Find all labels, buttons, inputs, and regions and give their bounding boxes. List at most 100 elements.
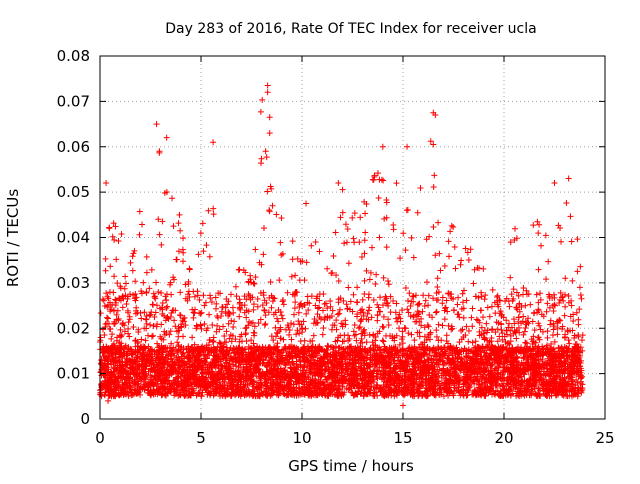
data-point	[144, 254, 150, 260]
data-point	[404, 306, 410, 312]
data-point	[211, 211, 217, 217]
data-point	[270, 337, 276, 343]
data-point	[522, 325, 528, 331]
data-point	[435, 275, 441, 281]
data-point	[545, 335, 551, 341]
data-point	[575, 322, 581, 328]
data-point	[388, 309, 394, 315]
data-point	[362, 210, 368, 216]
data-point	[381, 275, 387, 281]
data-point	[280, 337, 286, 343]
data-point	[492, 310, 498, 316]
data-point	[320, 325, 326, 331]
data-point	[579, 337, 585, 343]
data-point	[311, 333, 317, 339]
data-point	[103, 256, 109, 262]
data-point	[377, 294, 383, 300]
data-point	[551, 308, 557, 314]
data-point	[478, 308, 484, 314]
data-point	[459, 327, 465, 333]
data-point	[435, 220, 441, 226]
data-point	[231, 318, 237, 324]
data-point	[381, 338, 387, 344]
data-point	[173, 256, 179, 262]
data-point	[117, 327, 123, 333]
data-point	[513, 335, 519, 341]
data-point	[536, 323, 542, 329]
x-axis-label: GPS time / hours	[288, 457, 414, 475]
data-point	[534, 292, 540, 298]
data-point	[336, 311, 342, 317]
data-point	[190, 289, 196, 295]
data-point	[198, 230, 204, 236]
data-point	[545, 259, 551, 265]
data-point	[264, 154, 270, 160]
data-point	[391, 226, 397, 232]
data-point	[242, 325, 248, 331]
data-point	[468, 246, 474, 252]
data-point	[354, 284, 360, 290]
data-point	[280, 316, 286, 322]
data-point	[487, 314, 493, 320]
data-point	[115, 238, 121, 244]
data-point	[138, 316, 144, 322]
data-point	[362, 229, 368, 235]
data-point	[279, 312, 285, 318]
data-point	[574, 236, 580, 242]
data-point	[374, 302, 380, 308]
data-point	[108, 336, 114, 342]
data-point	[236, 266, 242, 272]
data-point	[277, 240, 283, 246]
data-point	[468, 315, 474, 321]
data-point	[223, 305, 229, 311]
data-point	[333, 317, 339, 323]
data-point	[153, 310, 159, 316]
data-point	[399, 307, 405, 313]
data-point	[405, 330, 411, 336]
data-point	[189, 334, 195, 340]
data-point	[357, 214, 363, 220]
data-point	[308, 243, 314, 249]
data-point	[203, 242, 209, 248]
data-point	[483, 321, 489, 327]
data-point	[163, 297, 169, 303]
data-point	[569, 278, 575, 284]
data-point	[133, 305, 139, 311]
data-point	[420, 292, 426, 298]
data-point	[569, 239, 575, 245]
data-point	[474, 316, 480, 322]
data-point	[490, 287, 496, 293]
data-point	[259, 97, 265, 103]
data-point	[372, 281, 378, 287]
data-point	[160, 300, 166, 306]
data-point	[258, 160, 264, 166]
data-point	[357, 324, 363, 330]
data-point	[150, 333, 156, 339]
data-point	[331, 253, 337, 259]
data-point	[438, 337, 444, 343]
data-point	[207, 254, 213, 260]
data-point	[361, 291, 367, 297]
chart-title: Day 283 of 2016, Rate Of TEC Index for r…	[165, 21, 536, 37]
data-point	[446, 238, 452, 244]
data-point	[274, 316, 280, 322]
data-point	[447, 228, 453, 234]
data-point	[473, 338, 479, 344]
data-point	[448, 327, 454, 333]
data-point	[563, 200, 569, 206]
data-point	[201, 303, 207, 309]
data-point	[538, 243, 544, 249]
data-point	[436, 322, 442, 328]
data-point	[262, 321, 268, 327]
data-point	[480, 266, 486, 272]
data-point	[268, 305, 274, 311]
data-point	[297, 277, 303, 283]
data-point	[268, 279, 274, 285]
data-point	[200, 292, 206, 298]
data-point	[324, 266, 330, 272]
data-point	[545, 328, 551, 334]
data-point	[333, 229, 339, 235]
data-point	[164, 304, 170, 310]
data-point	[316, 249, 322, 255]
